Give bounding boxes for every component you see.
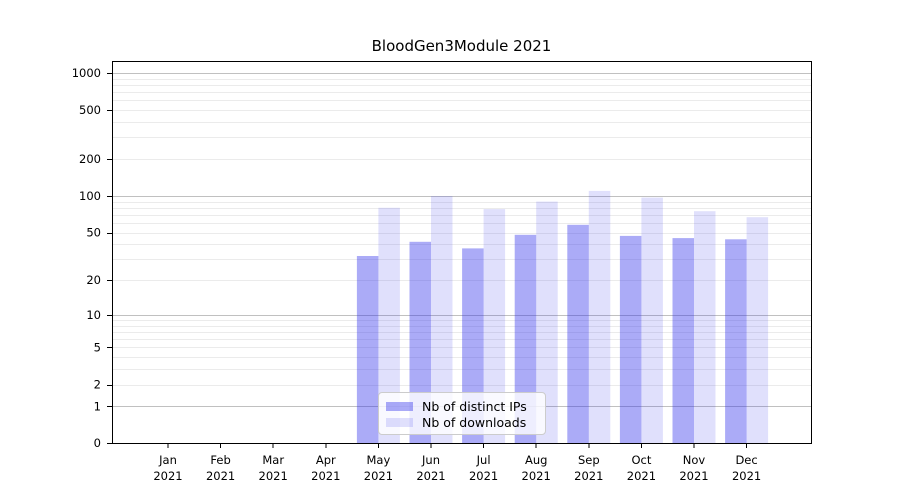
legend-item-downloads: Nb of downloads	[386, 414, 538, 430]
y-tick-label: 100	[79, 189, 101, 203]
x-tick-label-month: Aug	[525, 453, 547, 467]
y-tick-label: 50	[86, 226, 101, 240]
x-tick-label-month: May	[367, 453, 391, 467]
x-tick-label-month: Sep	[578, 453, 600, 467]
bar-oct-ips	[619, 235, 642, 443]
x-tick-label-year: 2021	[259, 469, 288, 483]
series-downloads	[378, 190, 769, 443]
x-tick-label-year: 2021	[311, 469, 340, 483]
bar-oct-downloads	[641, 197, 663, 443]
x-tick-label-year: 2021	[364, 469, 393, 483]
legend-label-downloads: Nb of downloads	[422, 414, 527, 430]
y-tick-label: 5	[94, 340, 101, 354]
legend-swatch-distinct-ips	[386, 401, 413, 411]
x-tick-label-month: Apr	[316, 453, 336, 467]
x-tick-label-month: Feb	[210, 453, 230, 467]
x-tick-label-month: Mar	[262, 453, 284, 467]
bar-nov-ips	[672, 238, 694, 443]
x-tick-label-year: 2021	[206, 469, 235, 483]
bar-jul-downloads	[483, 209, 506, 443]
x-tick-label-year: 2021	[416, 469, 445, 483]
bar-sep-ips	[567, 224, 589, 443]
y-tick-label: 20	[86, 273, 101, 287]
y-tick-label: 200	[79, 152, 101, 166]
x-tick-label-month: Dec	[735, 453, 757, 467]
y-tick-label: 2	[94, 378, 101, 392]
x-tick-label-month: Jun	[421, 453, 440, 467]
chart-title: BloodGen3Module 2021	[371, 37, 552, 55]
legend-label-distinct-ips: Nb of distinct IPs	[422, 398, 527, 414]
y-tick-label: 0	[94, 436, 101, 450]
bar-aug-downloads	[536, 201, 558, 443]
bar-dec-ips	[725, 239, 747, 443]
plot-border	[112, 61, 812, 444]
bar-jun-downloads	[431, 196, 453, 443]
y-tick-label: 10	[86, 308, 101, 322]
y-tick-label: 500	[79, 103, 101, 117]
bar-may-downloads	[378, 207, 400, 443]
x-tick-label-year: 2021	[732, 469, 761, 483]
legend: Nb of distinct IPs Nb of downloads	[378, 392, 546, 435]
bar-may-ips	[356, 256, 379, 443]
x-tick-label-year: 2021	[679, 469, 708, 483]
y-tick-label: 1000	[72, 66, 101, 80]
y-tick-label: 1	[94, 399, 101, 413]
bar-aug-ips	[514, 234, 537, 443]
x-tick-label-year: 2021	[469, 469, 498, 483]
x-tick-label-month: Jul	[476, 453, 491, 467]
x-tick-label-month: Nov	[683, 453, 706, 467]
bar-sep-downloads	[588, 190, 611, 443]
x-tick-label-month: Jan	[158, 453, 177, 467]
x-tick-label-month: Oct	[631, 453, 651, 467]
bar-dec-downloads	[746, 217, 769, 443]
x-tick-label-year: 2021	[627, 469, 656, 483]
bar-nov-downloads	[694, 211, 716, 443]
x-tick-label-year: 2021	[574, 469, 603, 483]
x-tick-label-year: 2021	[153, 469, 182, 483]
legend-item-distinct-ips: Nb of distinct IPs	[386, 398, 538, 414]
x-tick-label-year: 2021	[522, 469, 551, 483]
legend-swatch-downloads	[386, 417, 413, 427]
